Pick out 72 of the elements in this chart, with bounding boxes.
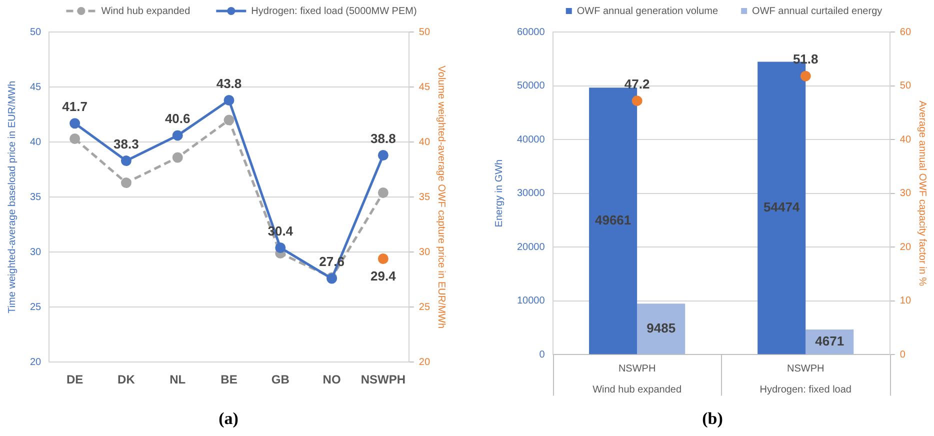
x-tick-label: BE: [220, 372, 238, 387]
x-tick-label: NSWPH Hydrogen: fixed load: [760, 363, 852, 396]
y2-tick-label: 0: [900, 349, 906, 360]
data-label: 40.6: [164, 111, 190, 126]
y2-tick-label: 10: [900, 296, 912, 307]
point: [172, 130, 183, 141]
y-tick-label: 40: [30, 136, 42, 148]
y2-tick-label: 50: [900, 80, 912, 92]
bar: [589, 88, 638, 354]
x-tick-label: NSWPH: [360, 372, 406, 387]
point: [378, 150, 388, 161]
point: [224, 94, 234, 106]
y-tick-label: 50000: [516, 80, 546, 92]
data-label: 41.7: [62, 98, 88, 114]
text: (b): [702, 409, 723, 428]
data-label: 49661: [594, 212, 632, 228]
point: [224, 114, 234, 126]
y2-tick-label: 20: [900, 242, 912, 253]
y-axis-title: Energy in GWh: [494, 159, 505, 228]
x-tick-label: GB: [271, 372, 290, 387]
data-label: 47.2: [624, 76, 650, 92]
point: [275, 242, 286, 253]
data-label: 38.8: [370, 130, 396, 146]
y2-tick-label: 50: [418, 26, 430, 38]
y2-tick-label: 45: [418, 82, 430, 93]
y-tick-label: 10000: [516, 296, 546, 307]
y-tick-label: 20000: [516, 242, 546, 253]
y-tick-label: 20: [30, 356, 42, 368]
y2-axis-title: Average annual OWF capacity factor in %: [916, 100, 928, 286]
x-tick-label: NSWPH Wind hub expanded: [592, 363, 682, 396]
y-tick-label: 60000: [516, 26, 546, 38]
point: [120, 178, 132, 188]
legend-label: OWF annual generation volume: [576, 6, 718, 17]
y2-tick-label: 30: [418, 246, 430, 258]
y-tick-label: 30: [30, 246, 42, 258]
point: [120, 156, 132, 166]
y-tick-label: 25: [30, 302, 42, 313]
bar: [637, 304, 686, 354]
y-tick-label: 40000: [516, 134, 546, 146]
data-label: 54474: [764, 199, 800, 214]
data-label: 43.8: [216, 76, 242, 91]
data-label: 51.8: [792, 52, 818, 67]
y-tick-label: 50: [30, 26, 42, 38]
y-axis-title: Time weighted-average baseload price in EUR/MWh: [6, 80, 18, 314]
point: [70, 134, 80, 144]
y-tick-label: 30000: [516, 188, 546, 200]
y-tick-label: 0: [539, 349, 546, 360]
y2-tick-label: 60: [900, 26, 912, 38]
y2-tick-label: 35: [418, 192, 430, 203]
y2-tick-label: 20: [418, 356, 430, 368]
point: [378, 187, 388, 198]
data-label: 9485: [646, 320, 676, 336]
y2-tick-label: 40: [900, 134, 912, 146]
point: [172, 152, 183, 163]
legend-label: OWF annual curtailed energy: [752, 6, 882, 17]
x-tick-label: NL: [170, 372, 186, 387]
y2-tick-label: 25: [418, 302, 430, 313]
x-tick-label: DE: [66, 372, 84, 387]
y-tick-label: 45: [30, 82, 42, 93]
x-tick-label: DK: [118, 372, 136, 387]
y2-tick-label: 40: [418, 136, 430, 148]
data-label: 38.3: [114, 136, 139, 152]
y-tick-label: 35: [30, 192, 42, 203]
data-label: 29.4: [370, 268, 397, 284]
legend-label: Hydrogen: fixed load (5000MW PEM): [251, 6, 417, 17]
legend-label: Wind hub expanded: [101, 6, 190, 17]
data-label: 4671: [815, 333, 844, 348]
text: (a): [218, 409, 238, 428]
point: [70, 118, 80, 129]
y2-axis-title: Volume weighted-average OWF capture price in EUR/MWh: [435, 66, 446, 329]
x-tick-label: NO: [322, 372, 341, 387]
y2-tick-label: 30: [900, 188, 912, 200]
